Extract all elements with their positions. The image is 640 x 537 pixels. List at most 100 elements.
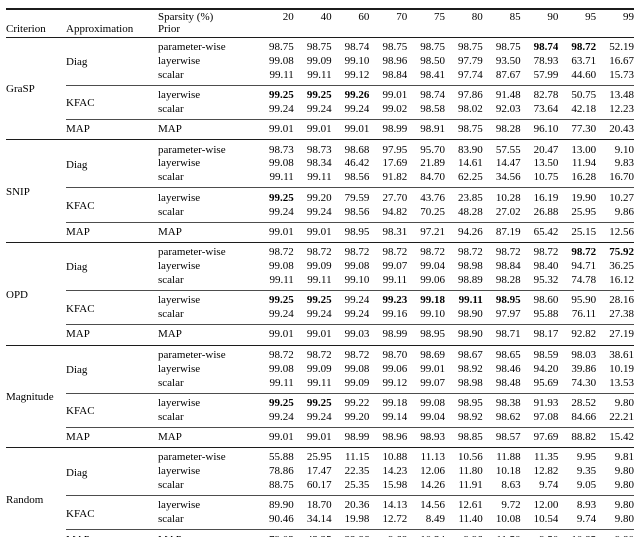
value-cell: 98.50 xyxy=(420,54,445,67)
approximation-cell: Diag xyxy=(66,139,158,188)
value-cell: 98.68 xyxy=(331,139,370,157)
value-cell: 99.03 xyxy=(331,324,370,345)
criterion-cell: OPD xyxy=(6,241,66,345)
value-cell: 12.00 xyxy=(520,495,559,513)
value-cell: 97.21 xyxy=(407,221,445,243)
header-sparsity-40: 40 xyxy=(293,9,332,38)
value-cell: 77.30 xyxy=(558,119,597,140)
value-cell: 98.73 xyxy=(256,139,294,157)
criterion-cell: GraSP xyxy=(6,83,35,96)
table-row: KFAC layerwise 99.25 99.20 79.59 27.70 43.76 23… xyxy=(6,187,634,223)
approximation-cell: MAP xyxy=(66,221,158,243)
value-cell: 50.75 xyxy=(558,84,597,103)
value-cell: 98.75 xyxy=(458,41,483,53)
value-cell: 27.02 xyxy=(495,205,521,218)
value-cell: 22.86 xyxy=(331,529,370,537)
table-row: MAP MAP 99.01 99.01 98.95 98.31 97.21 94.26 87.1… xyxy=(6,221,634,243)
value-cell: 11.50 xyxy=(482,529,521,537)
table-row: scalar 99.11 99.11 99.09 99.12 99.07 98.98 98.4… xyxy=(6,376,634,393)
value-cell: 98.56 xyxy=(344,205,370,218)
header-criterion: Criterion xyxy=(6,9,66,38)
value-cell: 14.47 xyxy=(495,157,521,170)
value-cell: 25.95 xyxy=(293,447,332,465)
prior-cell: scalar xyxy=(158,68,184,81)
value-cell: 91.93 xyxy=(520,392,559,411)
prior-cell: layerwise xyxy=(158,187,256,206)
value-cell: 95.90 xyxy=(558,290,597,308)
value-cell: 98.98 xyxy=(458,260,483,273)
value-cell: 98.95 xyxy=(444,392,483,411)
value-cell: 98.99 xyxy=(331,426,370,448)
value-cell: 9.80 xyxy=(596,529,634,537)
value-cell: 98.72 xyxy=(293,241,332,260)
value-cell: 9.81 xyxy=(596,447,634,465)
table-row: scalar 99.11 99.11 98.56 91.82 84.70 62.25 34.5… xyxy=(6,171,634,188)
value-cell: 98.72 xyxy=(520,241,559,260)
table-row: layerwise 78.86 17.47 22.35 14.23 12.06 11.80 1… xyxy=(6,465,634,479)
value-cell: 52.19 xyxy=(609,41,634,53)
value-cell: 98.72 xyxy=(293,344,332,363)
value-cell: 10.19 xyxy=(609,362,634,375)
value-cell: 43.25 xyxy=(293,529,332,537)
value-cell: 9.72 xyxy=(482,495,521,513)
value-cell: 99.11 xyxy=(269,171,294,184)
prior-cell: layerwise xyxy=(158,290,256,308)
value-cell: 99.24 xyxy=(269,308,294,321)
value-cell: 15.42 xyxy=(596,426,634,448)
value-cell: 99.08 xyxy=(407,392,445,411)
value-cell: 9.96 xyxy=(444,529,483,537)
table-row: layerwise 99.08 99.09 99.08 99.06 99.01 98.92 9… xyxy=(6,362,634,376)
value-cell: 97.08 xyxy=(533,410,559,423)
value-cell: 57.99 xyxy=(533,68,559,81)
value-cell: 9.83 xyxy=(614,157,634,170)
value-cell: 99.11 xyxy=(269,273,294,286)
prior-cell: parameter-wise xyxy=(158,447,256,465)
value-cell: 98.75 xyxy=(420,41,445,53)
value-cell: 99.25 xyxy=(293,290,332,308)
value-cell: 99.11 xyxy=(382,273,408,286)
value-cell: 97.74 xyxy=(458,68,483,81)
value-cell: 98.62 xyxy=(495,410,521,423)
value-cell: 63.71 xyxy=(571,54,597,67)
prior-cell: layerwise xyxy=(158,495,256,513)
table-row: MAPMAP79.0343.2522.869.6810.349.9611.509… xyxy=(6,529,634,537)
value-cell: 14.56 xyxy=(407,495,445,513)
value-cell: 48.28 xyxy=(458,205,483,218)
prior-cell: scalar xyxy=(158,171,184,184)
value-cell: 28.16 xyxy=(596,290,634,308)
value-cell: 16.12 xyxy=(609,273,634,286)
value-cell: 42.18 xyxy=(571,103,597,115)
value-cell: 97.97 xyxy=(495,308,521,321)
prior-cell: scalar xyxy=(158,308,184,321)
table-row: scalar 99.24 99.24 99.24 99.16 99.10 98.90 97.9… xyxy=(6,308,634,325)
value-cell: 11.13 xyxy=(407,447,445,465)
value-cell: 17.47 xyxy=(306,465,332,478)
value-cell: 98.72 xyxy=(256,241,294,260)
value-cell: 99.23 xyxy=(369,290,408,308)
prior-cell: layerwise xyxy=(158,392,256,411)
value-cell: 99.09 xyxy=(306,260,332,273)
table-row: KFAC layerwise 99.25 99.25 99.24 99.23 99.18 99… xyxy=(6,290,634,325)
table-row: Magnitude Diag parameter-wise 98.72 98.72 98.… xyxy=(6,344,634,448)
prior-cell: layerwise xyxy=(158,465,201,478)
table-row: KFAC layerwise 99.25 99.25 99.22 99.18 99.08 98… xyxy=(6,392,634,428)
value-cell: 62.25 xyxy=(458,171,483,184)
value-cell: 14.23 xyxy=(382,465,408,478)
value-cell: 98.98 xyxy=(458,376,483,389)
value-cell: 98.46 xyxy=(495,362,521,375)
value-cell: 98.95 xyxy=(482,290,521,308)
approximation-cell: KFAC xyxy=(66,84,158,120)
value-cell: 91.48 xyxy=(482,84,521,103)
value-cell: 98.72 xyxy=(407,241,445,260)
value-cell: 19.90 xyxy=(558,187,597,206)
value-cell: 9.50 xyxy=(520,529,559,537)
value-cell: 98.56 xyxy=(344,171,370,184)
table-row: layerwise 99.08 99.09 99.08 99.07 99.04 98.98 9… xyxy=(6,260,634,274)
value-cell: 98.38 xyxy=(482,392,521,411)
header-sparsity-85: 85 xyxy=(482,9,521,38)
value-cell: 10.28 xyxy=(482,187,521,206)
value-cell: 16.67 xyxy=(609,54,634,67)
value-cell: 98.89 xyxy=(458,273,483,286)
value-cell: 99.08 xyxy=(344,260,370,273)
value-cell: 98.99 xyxy=(369,119,408,140)
